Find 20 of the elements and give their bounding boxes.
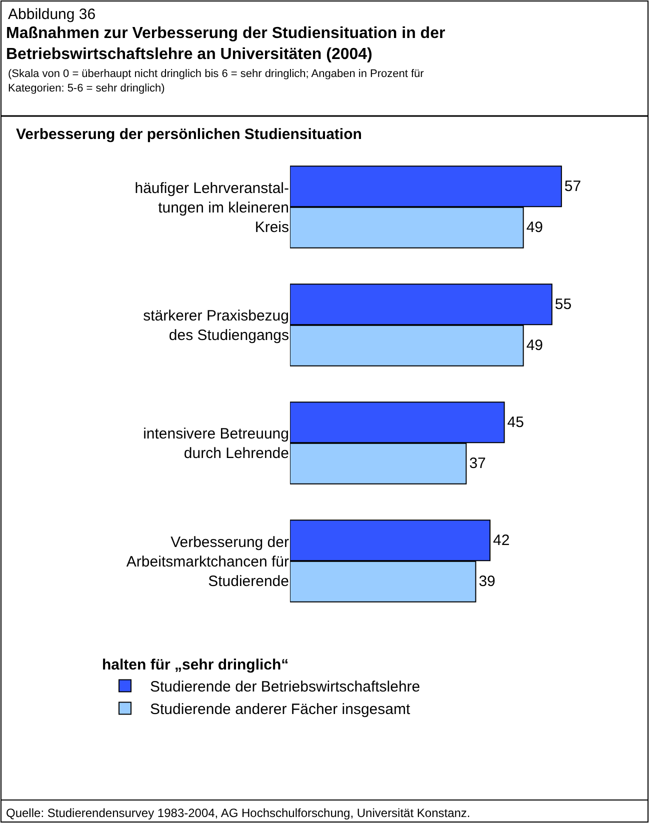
text: Abbildung 36 [8,6,96,23]
data-label: 57 [564,178,582,195]
data-label: 42 [493,532,510,549]
y-tick-label: stärkerer Praxisbezug des Studiengangs [143,308,289,344]
chart-title: Maßnahmen zur Verbesserung der Studiensituation in der Betriebswirtschaftslehre an Universitäten (2004) [6,25,446,63]
source-note: Quelle: Studierendensurvey 1983-2004, AG Hochschulforschung, Universität Konstanz. [6,806,470,820]
text: Verbesserung der persönlichen Studiensituation [16,126,362,143]
y-tick-label: intensivere Betreuung durch Lehrende [143,426,289,462]
data-label: 45 [507,414,524,431]
chart-subtitle: (Skala von 0 = überhaupt nicht dringlich bis 6 = sehr dringlich; Angaben in Prozent für Kategorien: 5-6 = sehr dringlich) [8,68,424,94]
data-label: 55 [554,296,572,313]
data-label: 37 [469,455,486,472]
legend-label: Studierende der Betriebswirtschaftslehre [150,678,420,696]
y-tick-label: häufiger Lehrveranstal- tungen im kleineren Kreis [134,180,289,236]
data-label: 39 [478,573,496,590]
legend-title: halten für „sehr dringlich“ [102,656,289,674]
data-label: 49 [526,219,544,236]
legend-label: Studierende anderer Fächer insgesamt [150,701,411,718]
data-label: 49 [526,337,544,354]
y-tick-label: Verbesserung der Arbeitsmarktchancen für Studierende [126,534,289,590]
